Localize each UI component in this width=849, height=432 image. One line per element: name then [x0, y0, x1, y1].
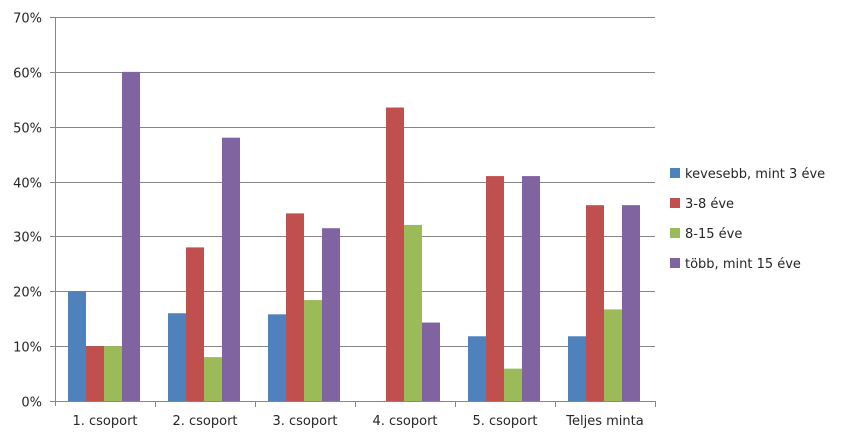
- bar: [604, 309, 622, 401]
- bar: [386, 107, 404, 401]
- legend-item: 3-8 éve: [670, 197, 734, 212]
- bar: [586, 205, 604, 401]
- legend-label: 8-15 éve: [685, 227, 742, 242]
- y-tick-label: 0%: [21, 396, 42, 411]
- gridlines: [55, 17, 655, 347]
- y-tick-label: 20%: [13, 286, 42, 301]
- y-tick-label: 30%: [13, 231, 42, 246]
- bars: [68, 71, 640, 401]
- legend-label: kevesebb, mint 3 éve: [685, 167, 825, 182]
- x-tick-label: 4. csoport: [372, 414, 437, 429]
- legend-swatch: [670, 228, 680, 238]
- y-tick-label: 60%: [13, 67, 42, 82]
- bar: [268, 314, 286, 401]
- legend-label: 3-8 éve: [685, 197, 734, 212]
- x-tick-label: 1. csoport: [72, 414, 137, 429]
- x-tick-label: 3. csoport: [272, 414, 337, 429]
- bar: [186, 247, 204, 401]
- bar: [104, 346, 122, 401]
- x-axis-tick-labels: 1. csoport 2. csoport 3. csoport 4. csoport…: [72, 414, 643, 429]
- legend-swatch: [670, 258, 680, 268]
- legend-item: több, mint 15 éve: [670, 257, 801, 272]
- legend-swatch: [670, 198, 680, 208]
- bar: [122, 71, 140, 401]
- legend: kevesebb, mint 3 éve 3-8 éve 8-15 éve több,…: [670, 167, 825, 272]
- legend-item: kevesebb, mint 3 éve: [670, 167, 825, 182]
- bar: [404, 224, 422, 401]
- bar: [286, 213, 304, 401]
- legend-swatch: [670, 168, 680, 178]
- y-tick-label: 10%: [13, 341, 42, 356]
- bar: [622, 205, 640, 401]
- y-axis-tick-labels: 0% 10% 20% 30% 40% 50% 60% 70%: [13, 12, 42, 411]
- bar: [222, 137, 240, 401]
- bar: [168, 313, 186, 401]
- y-tick-label: 70%: [13, 12, 42, 27]
- bar: [468, 336, 486, 401]
- bar: [522, 176, 540, 401]
- bar: [422, 322, 440, 401]
- bar: [322, 228, 340, 401]
- bar: [304, 300, 322, 401]
- axes: [50, 17, 656, 407]
- y-tick-label: 50%: [13, 122, 42, 137]
- x-tick-label: 2. csoport: [172, 414, 237, 429]
- bar: [86, 346, 104, 401]
- legend-label: több, mint 15 éve: [685, 257, 801, 272]
- x-tick-label: Teljes minta: [565, 414, 643, 429]
- bar: [486, 176, 504, 401]
- x-tick-label: 5. csoport: [472, 414, 537, 429]
- bar: [68, 291, 86, 401]
- bar: [504, 368, 522, 401]
- bar: [568, 336, 586, 401]
- y-tick-label: 40%: [13, 177, 42, 192]
- legend-item: 8-15 éve: [670, 227, 742, 242]
- bar: [204, 357, 222, 401]
